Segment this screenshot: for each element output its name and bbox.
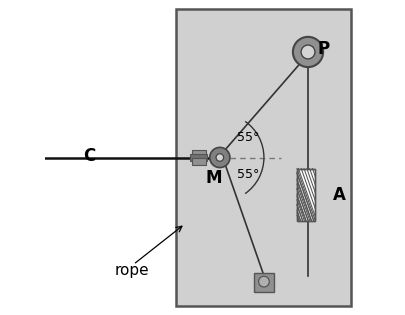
Bar (192, 150, 206, 157)
Bar (297, 169, 315, 220)
Bar (297, 169, 315, 220)
Circle shape (258, 276, 269, 287)
Circle shape (210, 147, 230, 168)
Text: A: A (333, 186, 346, 204)
Circle shape (293, 37, 323, 67)
Circle shape (301, 45, 315, 59)
Bar (176, 9, 351, 306)
Text: C: C (83, 147, 95, 165)
Circle shape (216, 154, 224, 161)
Text: rope: rope (114, 263, 149, 278)
Text: P: P (318, 40, 330, 58)
Text: 55°: 55° (237, 130, 259, 144)
Text: 55°: 55° (237, 168, 259, 181)
Bar (254, 273, 274, 292)
Bar (190, 154, 207, 161)
Text: M: M (205, 169, 222, 187)
Bar (192, 158, 206, 165)
